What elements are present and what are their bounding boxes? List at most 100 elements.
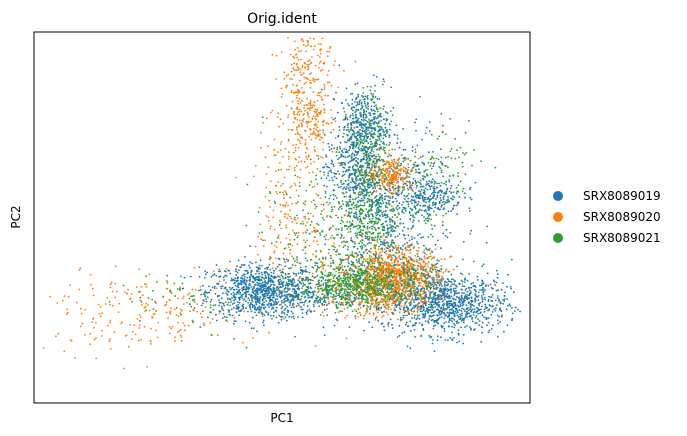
data-point bbox=[280, 184, 282, 187]
data-point bbox=[278, 263, 280, 266]
data-point bbox=[294, 264, 297, 267]
data-point bbox=[375, 75, 378, 78]
data-point bbox=[445, 268, 448, 271]
data-point bbox=[355, 108, 358, 111]
data-point bbox=[388, 170, 391, 173]
data-point bbox=[408, 212, 411, 214]
data-point bbox=[294, 117, 297, 119]
data-point bbox=[420, 188, 423, 191]
data-point bbox=[391, 262, 393, 264]
data-point bbox=[301, 64, 304, 67]
data-point bbox=[269, 268, 272, 271]
data-point bbox=[299, 168, 302, 171]
data-point bbox=[514, 310, 516, 312]
data-point bbox=[386, 206, 389, 209]
data-point bbox=[402, 201, 405, 204]
data-point bbox=[358, 251, 361, 253]
data-point bbox=[406, 345, 409, 348]
data-point bbox=[404, 264, 407, 267]
data-point bbox=[424, 222, 427, 225]
data-point bbox=[317, 288, 319, 290]
data-point bbox=[417, 269, 419, 271]
data-point bbox=[372, 95, 375, 98]
data-point bbox=[254, 306, 256, 308]
data-point bbox=[377, 126, 380, 128]
data-point bbox=[367, 107, 369, 110]
data-point bbox=[295, 222, 298, 225]
data-point bbox=[255, 276, 258, 279]
data-point bbox=[270, 242, 273, 245]
data-point bbox=[378, 135, 380, 138]
data-point bbox=[290, 107, 293, 110]
data-point bbox=[347, 261, 350, 264]
data-point bbox=[462, 333, 465, 336]
data-point bbox=[361, 145, 364, 148]
data-point bbox=[405, 171, 407, 173]
data-point bbox=[340, 216, 343, 219]
data-point bbox=[285, 293, 288, 296]
data-point bbox=[402, 183, 405, 186]
data-point bbox=[330, 226, 332, 229]
data-point bbox=[222, 313, 225, 315]
data-point bbox=[405, 289, 407, 292]
data-point bbox=[359, 245, 362, 248]
data-point bbox=[402, 160, 405, 163]
data-point bbox=[245, 346, 248, 349]
data-point bbox=[349, 145, 351, 148]
data-point bbox=[91, 287, 94, 290]
data-point bbox=[470, 327, 472, 330]
data-point bbox=[375, 191, 378, 193]
data-point bbox=[446, 284, 448, 287]
data-point bbox=[273, 138, 276, 141]
data-point bbox=[512, 291, 515, 294]
data-point bbox=[504, 291, 506, 294]
data-point bbox=[422, 236, 424, 239]
data-point bbox=[226, 298, 229, 300]
data-point bbox=[81, 322, 84, 325]
data-point bbox=[339, 277, 342, 280]
data-point bbox=[409, 279, 412, 282]
data-point bbox=[309, 73, 311, 76]
data-point bbox=[202, 293, 205, 295]
data-point bbox=[326, 214, 329, 217]
data-point bbox=[397, 176, 400, 179]
data-point bbox=[437, 158, 440, 161]
data-point bbox=[337, 268, 339, 270]
data-point bbox=[370, 85, 372, 88]
data-point bbox=[234, 277, 237, 280]
data-point bbox=[285, 193, 288, 196]
data-point bbox=[175, 314, 178, 316]
data-point bbox=[384, 244, 386, 247]
data-point bbox=[434, 206, 437, 209]
data-point bbox=[318, 289, 320, 292]
data-point bbox=[320, 91, 322, 94]
data-point bbox=[296, 47, 299, 49]
data-point bbox=[391, 148, 394, 151]
data-point bbox=[363, 279, 366, 281]
data-point bbox=[380, 203, 383, 205]
data-point bbox=[315, 137, 317, 140]
data-point bbox=[242, 303, 245, 306]
data-point bbox=[226, 320, 229, 323]
data-point bbox=[368, 250, 370, 253]
data-point bbox=[464, 310, 466, 312]
data-point bbox=[301, 137, 304, 140]
data-point bbox=[345, 254, 347, 257]
data-point bbox=[74, 357, 76, 359]
data-point bbox=[235, 288, 238, 291]
data-point bbox=[366, 197, 369, 200]
data-point bbox=[396, 264, 399, 267]
data-point bbox=[326, 55, 329, 57]
data-point bbox=[366, 178, 368, 181]
data-point bbox=[327, 298, 330, 300]
data-point bbox=[248, 283, 250, 286]
data-point bbox=[101, 329, 103, 332]
data-point bbox=[403, 194, 405, 197]
data-point bbox=[306, 310, 309, 312]
data-point bbox=[382, 184, 384, 187]
data-point bbox=[475, 310, 478, 313]
data-point bbox=[394, 187, 397, 190]
data-point bbox=[347, 276, 349, 279]
data-point bbox=[357, 174, 360, 177]
data-point bbox=[403, 311, 406, 314]
